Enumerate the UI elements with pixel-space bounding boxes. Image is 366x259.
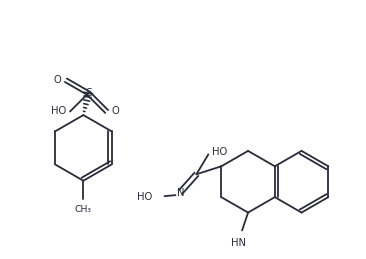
Text: HO: HO bbox=[51, 106, 66, 117]
Text: HO: HO bbox=[137, 192, 153, 202]
Text: O: O bbox=[112, 106, 119, 117]
Text: HO: HO bbox=[212, 147, 228, 157]
Text: O: O bbox=[53, 75, 61, 85]
Text: N: N bbox=[177, 188, 184, 198]
Text: HN: HN bbox=[231, 239, 246, 248]
Text: CH₃: CH₃ bbox=[75, 205, 92, 214]
Text: S: S bbox=[85, 88, 92, 98]
